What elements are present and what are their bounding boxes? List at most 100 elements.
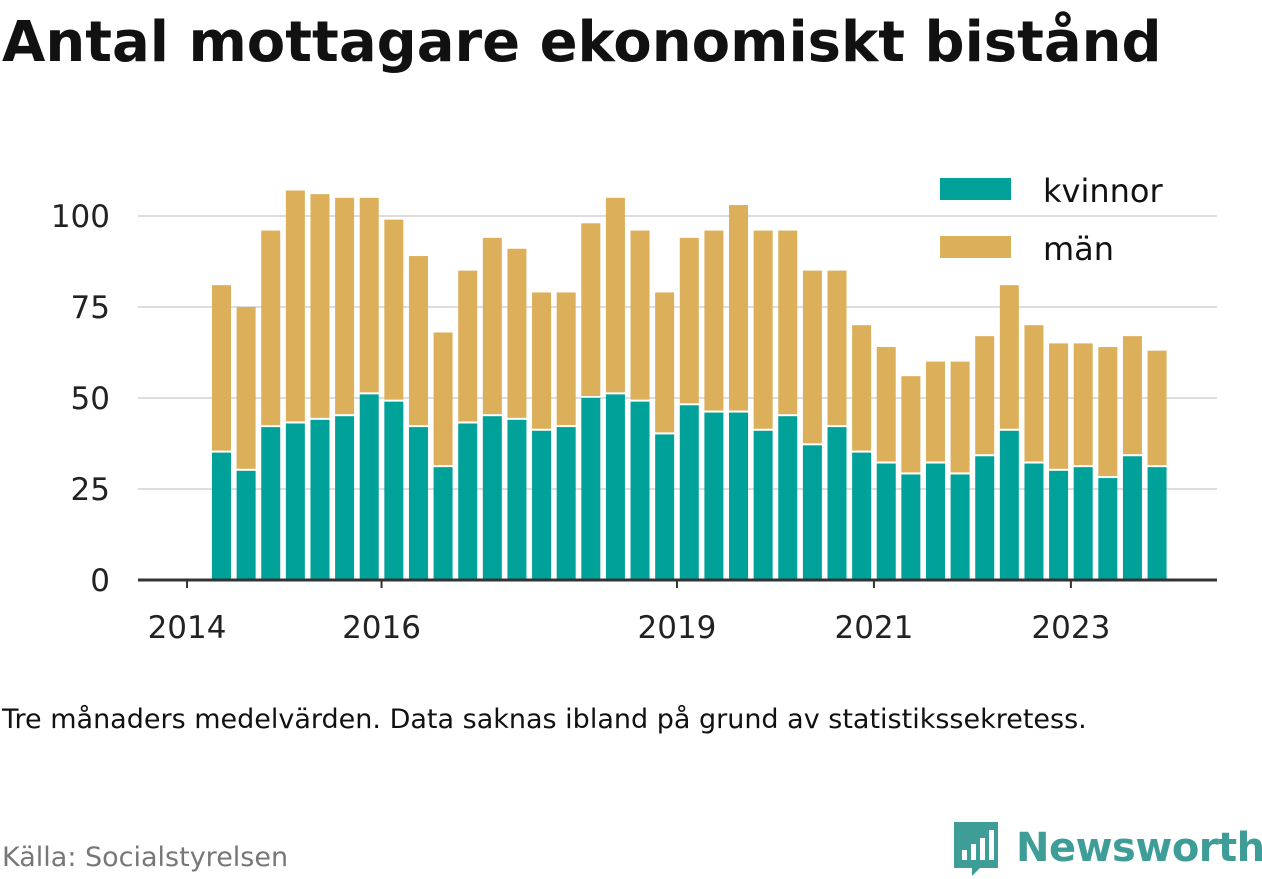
stacked-bar-chart: 0 25 50 75 100 2014 2016 2019 2021 2023 kvinnor …: [51, 172, 1217, 646]
bars: [212, 190, 1167, 580]
bar-man: [975, 336, 995, 455]
x-tick-labels: 2014 2016 2019 2021 2023: [148, 610, 1111, 646]
newsworthy-logo: Newsworthy: [950, 818, 1262, 878]
bar-man: [532, 292, 552, 429]
bar-kvinnor: [335, 416, 355, 580]
bar-kvinnor: [384, 401, 404, 580]
bar-man: [655, 292, 675, 433]
bar-kvinnor: [950, 474, 970, 580]
bar-kvinnor: [261, 427, 281, 580]
bar-man: [1049, 343, 1069, 469]
bar-man: [778, 230, 798, 415]
legend-swatch-kvinnor: [940, 178, 1011, 200]
bar-kvinnor: [605, 394, 625, 580]
bar-man: [1098, 347, 1118, 477]
bar-kvinnor: [556, 427, 576, 580]
y-tick-label: 0: [90, 563, 110, 599]
bar-man: [950, 361, 970, 473]
bar-man: [507, 248, 527, 418]
bar-kvinnor: [212, 452, 231, 580]
bar-kvinnor: [753, 430, 773, 580]
bar-man: [630, 230, 650, 400]
bar-man: [581, 223, 601, 396]
bar-kvinnor: [827, 427, 847, 580]
bar-man: [482, 237, 502, 415]
bar-man: [1024, 325, 1044, 462]
bar-kvinnor: [802, 445, 822, 580]
y-tick-label: 100: [51, 199, 110, 235]
bar-man: [876, 347, 896, 462]
x-tick-label: 2014: [148, 610, 227, 646]
bar-man: [458, 270, 478, 422]
legend: kvinnor män: [940, 172, 1164, 268]
bar-kvinnor: [433, 467, 453, 580]
bar-chart-badge-icon: [954, 822, 998, 876]
bar-man: [1073, 343, 1093, 466]
bar-kvinnor: [852, 452, 872, 580]
bar-kvinnor: [729, 412, 749, 580]
bar-man: [433, 332, 453, 466]
bar-kvinnor: [925, 463, 945, 580]
bar-kvinnor: [285, 423, 305, 580]
bar-man: [605, 197, 625, 393]
bar-kvinnor: [901, 474, 921, 580]
brand-name: Newsworthy: [1016, 825, 1262, 871]
bar-man: [999, 285, 1019, 429]
bar-kvinnor: [1098, 478, 1118, 580]
bar-kvinnor: [975, 456, 995, 580]
bar-kvinnor: [310, 419, 330, 580]
bar-kvinnor: [458, 423, 478, 580]
x-tick-label: 2023: [1031, 610, 1110, 646]
bar-kvinnor: [876, 463, 896, 580]
y-tick-label: 25: [71, 472, 110, 508]
bar-man: [212, 285, 231, 451]
bar-kvinnor: [1073, 467, 1093, 580]
bar-man: [901, 376, 921, 473]
bar-man: [335, 197, 355, 415]
bar-man: [359, 197, 379, 393]
x-tick-label: 2019: [638, 610, 717, 646]
bar-man: [852, 325, 872, 451]
bar-man: [753, 230, 773, 429]
x-tick-label: 2021: [834, 610, 913, 646]
bar-kvinnor: [359, 394, 379, 580]
bar-kvinnor: [630, 401, 650, 580]
bar-kvinnor: [704, 412, 724, 580]
bar-kvinnor: [408, 427, 428, 580]
bar-kvinnor: [679, 405, 699, 580]
bar-man: [236, 307, 256, 469]
bar-man: [408, 256, 428, 426]
bar-man: [285, 190, 305, 422]
bar-kvinnor: [1147, 467, 1167, 580]
bar-man: [729, 205, 749, 411]
bar-kvinnor: [581, 398, 601, 580]
bar-man: [925, 361, 945, 462]
bar-kvinnor: [1049, 470, 1069, 580]
bar-man: [384, 219, 404, 400]
y-tick-label: 50: [71, 381, 110, 417]
bar-man: [1147, 350, 1167, 466]
bar-kvinnor: [778, 416, 798, 580]
bar-kvinnor: [1024, 463, 1044, 580]
bar-kvinnor: [482, 416, 502, 580]
x-axis: [138, 578, 1217, 588]
bar-kvinnor: [655, 434, 675, 580]
y-tick-labels: 0 25 50 75 100: [51, 199, 110, 599]
bar-man: [679, 237, 699, 404]
bar-kvinnor: [532, 430, 552, 580]
source-label: Källa: Socialstyrelsen: [2, 842, 289, 873]
chart-note: Tre månaders medelvärden. Data saknas ib…: [2, 704, 1087, 735]
legend-label-kvinnor: kvinnor: [1043, 172, 1164, 210]
bar-kvinnor: [236, 470, 256, 580]
bar-man: [802, 270, 822, 444]
bar-man: [310, 194, 330, 418]
bar-kvinnor: [507, 419, 527, 580]
bar-man: [556, 292, 576, 426]
y-tick-label: 75: [71, 290, 110, 326]
bar-kvinnor: [1122, 456, 1142, 580]
bar-kvinnor: [999, 430, 1019, 580]
bar-man: [704, 230, 724, 411]
chart-title: Antal mottagare ekonomiskt bistånd: [2, 10, 1162, 75]
legend-swatch-man: [940, 236, 1011, 258]
bar-man: [1122, 336, 1142, 455]
